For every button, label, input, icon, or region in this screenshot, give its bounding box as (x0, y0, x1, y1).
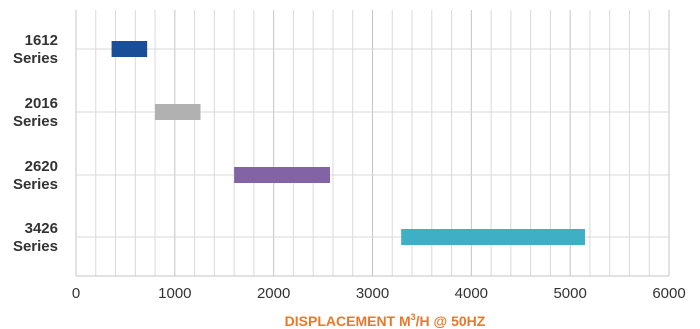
x-axis-label-main: DISPLACEMENT M (285, 313, 411, 329)
y-tick-label: 3426 Series (13, 220, 58, 255)
x-axis-label: DISPLACEMENT M3/H @ 50HZ (285, 312, 486, 329)
x-tick-label: 3000 (356, 285, 389, 302)
x-axis-tick-labels: 0 1000 2000 3000 4000 5000 6000 (72, 285, 686, 302)
y-tick-label-series: Series (13, 176, 58, 193)
x-axis-label-unit: /H @ 50HZ (416, 313, 486, 329)
x-axis-label-superscript: 3 (411, 312, 416, 322)
y-tick-label-model: 2016 (25, 95, 58, 112)
bar-2016 (155, 104, 201, 120)
y-tick-label-series: Series (13, 50, 58, 67)
bars (111, 41, 585, 245)
y-tick-label: 2620 Series (13, 158, 58, 193)
bar-2620 (234, 167, 331, 183)
x-tick-label: 1000 (158, 285, 191, 302)
x-tick-label: 6000 (652, 285, 685, 302)
bar-1612 (111, 41, 148, 57)
y-tick-label-model: 2620 (25, 158, 58, 175)
x-tick-label: 0 (72, 285, 80, 302)
y-tick-label-series: Series (13, 238, 58, 255)
x-tick-label: 2000 (257, 285, 290, 302)
bar-3426 (401, 229, 585, 245)
y-tick-label-model: 3426 (25, 220, 58, 237)
x-tick-label: 4000 (455, 285, 488, 302)
y-tick-label-model: 1612 (25, 32, 58, 49)
y-tick-label: 1612 Series (13, 32, 58, 67)
y-tick-label: 2016 Series (13, 95, 58, 130)
x-tick-label: 5000 (553, 285, 586, 302)
y-tick-label-series: Series (13, 113, 58, 130)
